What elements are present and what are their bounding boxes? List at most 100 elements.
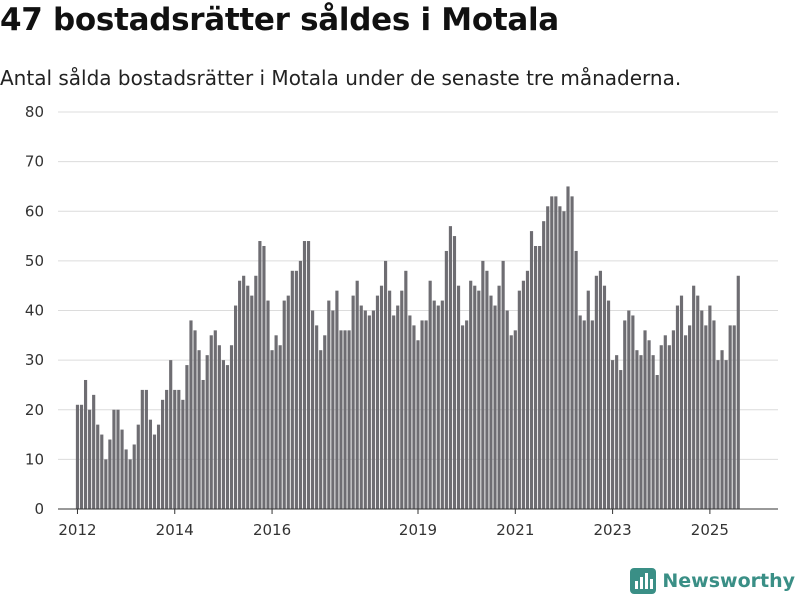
- bar: [525, 270, 530, 509]
- bar: [704, 325, 708, 509]
- bar: [383, 260, 388, 509]
- y-tick-label: 10: [25, 450, 44, 468]
- bar: [546, 206, 550, 509]
- bar: [197, 350, 201, 509]
- bar: [594, 275, 598, 509]
- bar: [513, 330, 517, 509]
- bars: [75, 186, 740, 510]
- bar: [156, 424, 161, 509]
- brand-name: Newsworthy: [662, 570, 795, 592]
- bar: [213, 330, 217, 509]
- bar: [448, 226, 453, 509]
- bar: [319, 350, 323, 509]
- bar: [509, 335, 513, 509]
- bar: [533, 245, 538, 510]
- bar: [420, 320, 424, 509]
- bar: [140, 389, 144, 509]
- bar: [428, 280, 432, 509]
- bar: [558, 206, 562, 509]
- bar: [375, 295, 380, 509]
- bar: [311, 310, 315, 509]
- bar: [708, 305, 712, 509]
- bar: [663, 335, 667, 509]
- bar: [667, 345, 671, 509]
- bar: [177, 389, 181, 509]
- bar: [92, 394, 96, 509]
- bar: [225, 365, 230, 509]
- x-tick-label: 2021: [496, 521, 534, 539]
- bar: [278, 345, 282, 509]
- bar: [452, 236, 457, 509]
- bar: [570, 196, 574, 510]
- bar: [88, 409, 92, 509]
- bar: [444, 250, 448, 509]
- bar: [96, 424, 100, 509]
- bar: [201, 379, 205, 509]
- bar: [148, 419, 153, 509]
- x-tick-label: 2016: [253, 521, 291, 539]
- bar: [209, 335, 213, 509]
- bar: [562, 211, 566, 509]
- bar: [712, 320, 716, 509]
- annotations: 47: [733, 0, 752, 4]
- bar: [136, 424, 140, 509]
- bar: [408, 315, 412, 509]
- bar: [675, 305, 680, 509]
- bar: [282, 300, 286, 509]
- bar: [728, 325, 732, 509]
- bar: [481, 260, 485, 509]
- bar: [720, 350, 724, 509]
- chart-title: 47 bostadsrätter såldes i Motala: [0, 2, 559, 38]
- bar: [404, 270, 408, 509]
- bar: [456, 285, 461, 509]
- bar: [582, 320, 586, 509]
- bar: [517, 290, 521, 509]
- bar: [688, 325, 692, 509]
- bar: [128, 459, 132, 509]
- bar: [651, 355, 655, 509]
- bar: [238, 280, 242, 509]
- bar: [477, 290, 481, 509]
- bar: [250, 295, 254, 509]
- bar: [574, 250, 578, 509]
- bar: [221, 360, 225, 509]
- bar: [367, 315, 371, 509]
- chart-subtitle: Antal sålda bostadsrätter i Motala under…: [0, 66, 682, 90]
- bar: [554, 196, 558, 510]
- bar: [327, 300, 331, 509]
- bar: [298, 260, 303, 509]
- bar: [165, 389, 169, 509]
- x-tick-label: 2025: [691, 521, 729, 539]
- bar: [542, 221, 546, 510]
- bar: [586, 290, 590, 509]
- bar: [144, 389, 148, 509]
- bar: [124, 449, 128, 509]
- bar: [242, 275, 246, 509]
- bar: [120, 429, 124, 509]
- bar: [161, 399, 165, 509]
- bar: [286, 295, 290, 509]
- bar: [501, 260, 505, 509]
- bar: [716, 360, 720, 509]
- bar: [343, 330, 347, 509]
- bar: [112, 409, 116, 509]
- bar: [315, 325, 319, 509]
- bar: [412, 325, 416, 509]
- bar: [262, 245, 266, 510]
- bar: [323, 335, 327, 509]
- y-tick-label: 50: [25, 252, 44, 270]
- bar: [606, 300, 611, 509]
- bar: [359, 305, 363, 509]
- bar: [229, 345, 234, 509]
- x-axis: 2012 2014 2016 2019 2021 2023 2025: [58, 508, 778, 539]
- bar: [623, 320, 627, 509]
- bar: [521, 280, 525, 509]
- bar: [181, 399, 185, 509]
- bar: [732, 325, 736, 509]
- bar: [294, 270, 298, 509]
- bar: [416, 340, 420, 509]
- x-tick-label: 2019: [399, 521, 437, 539]
- y-tick-label: 40: [25, 302, 44, 320]
- bar: [347, 330, 351, 509]
